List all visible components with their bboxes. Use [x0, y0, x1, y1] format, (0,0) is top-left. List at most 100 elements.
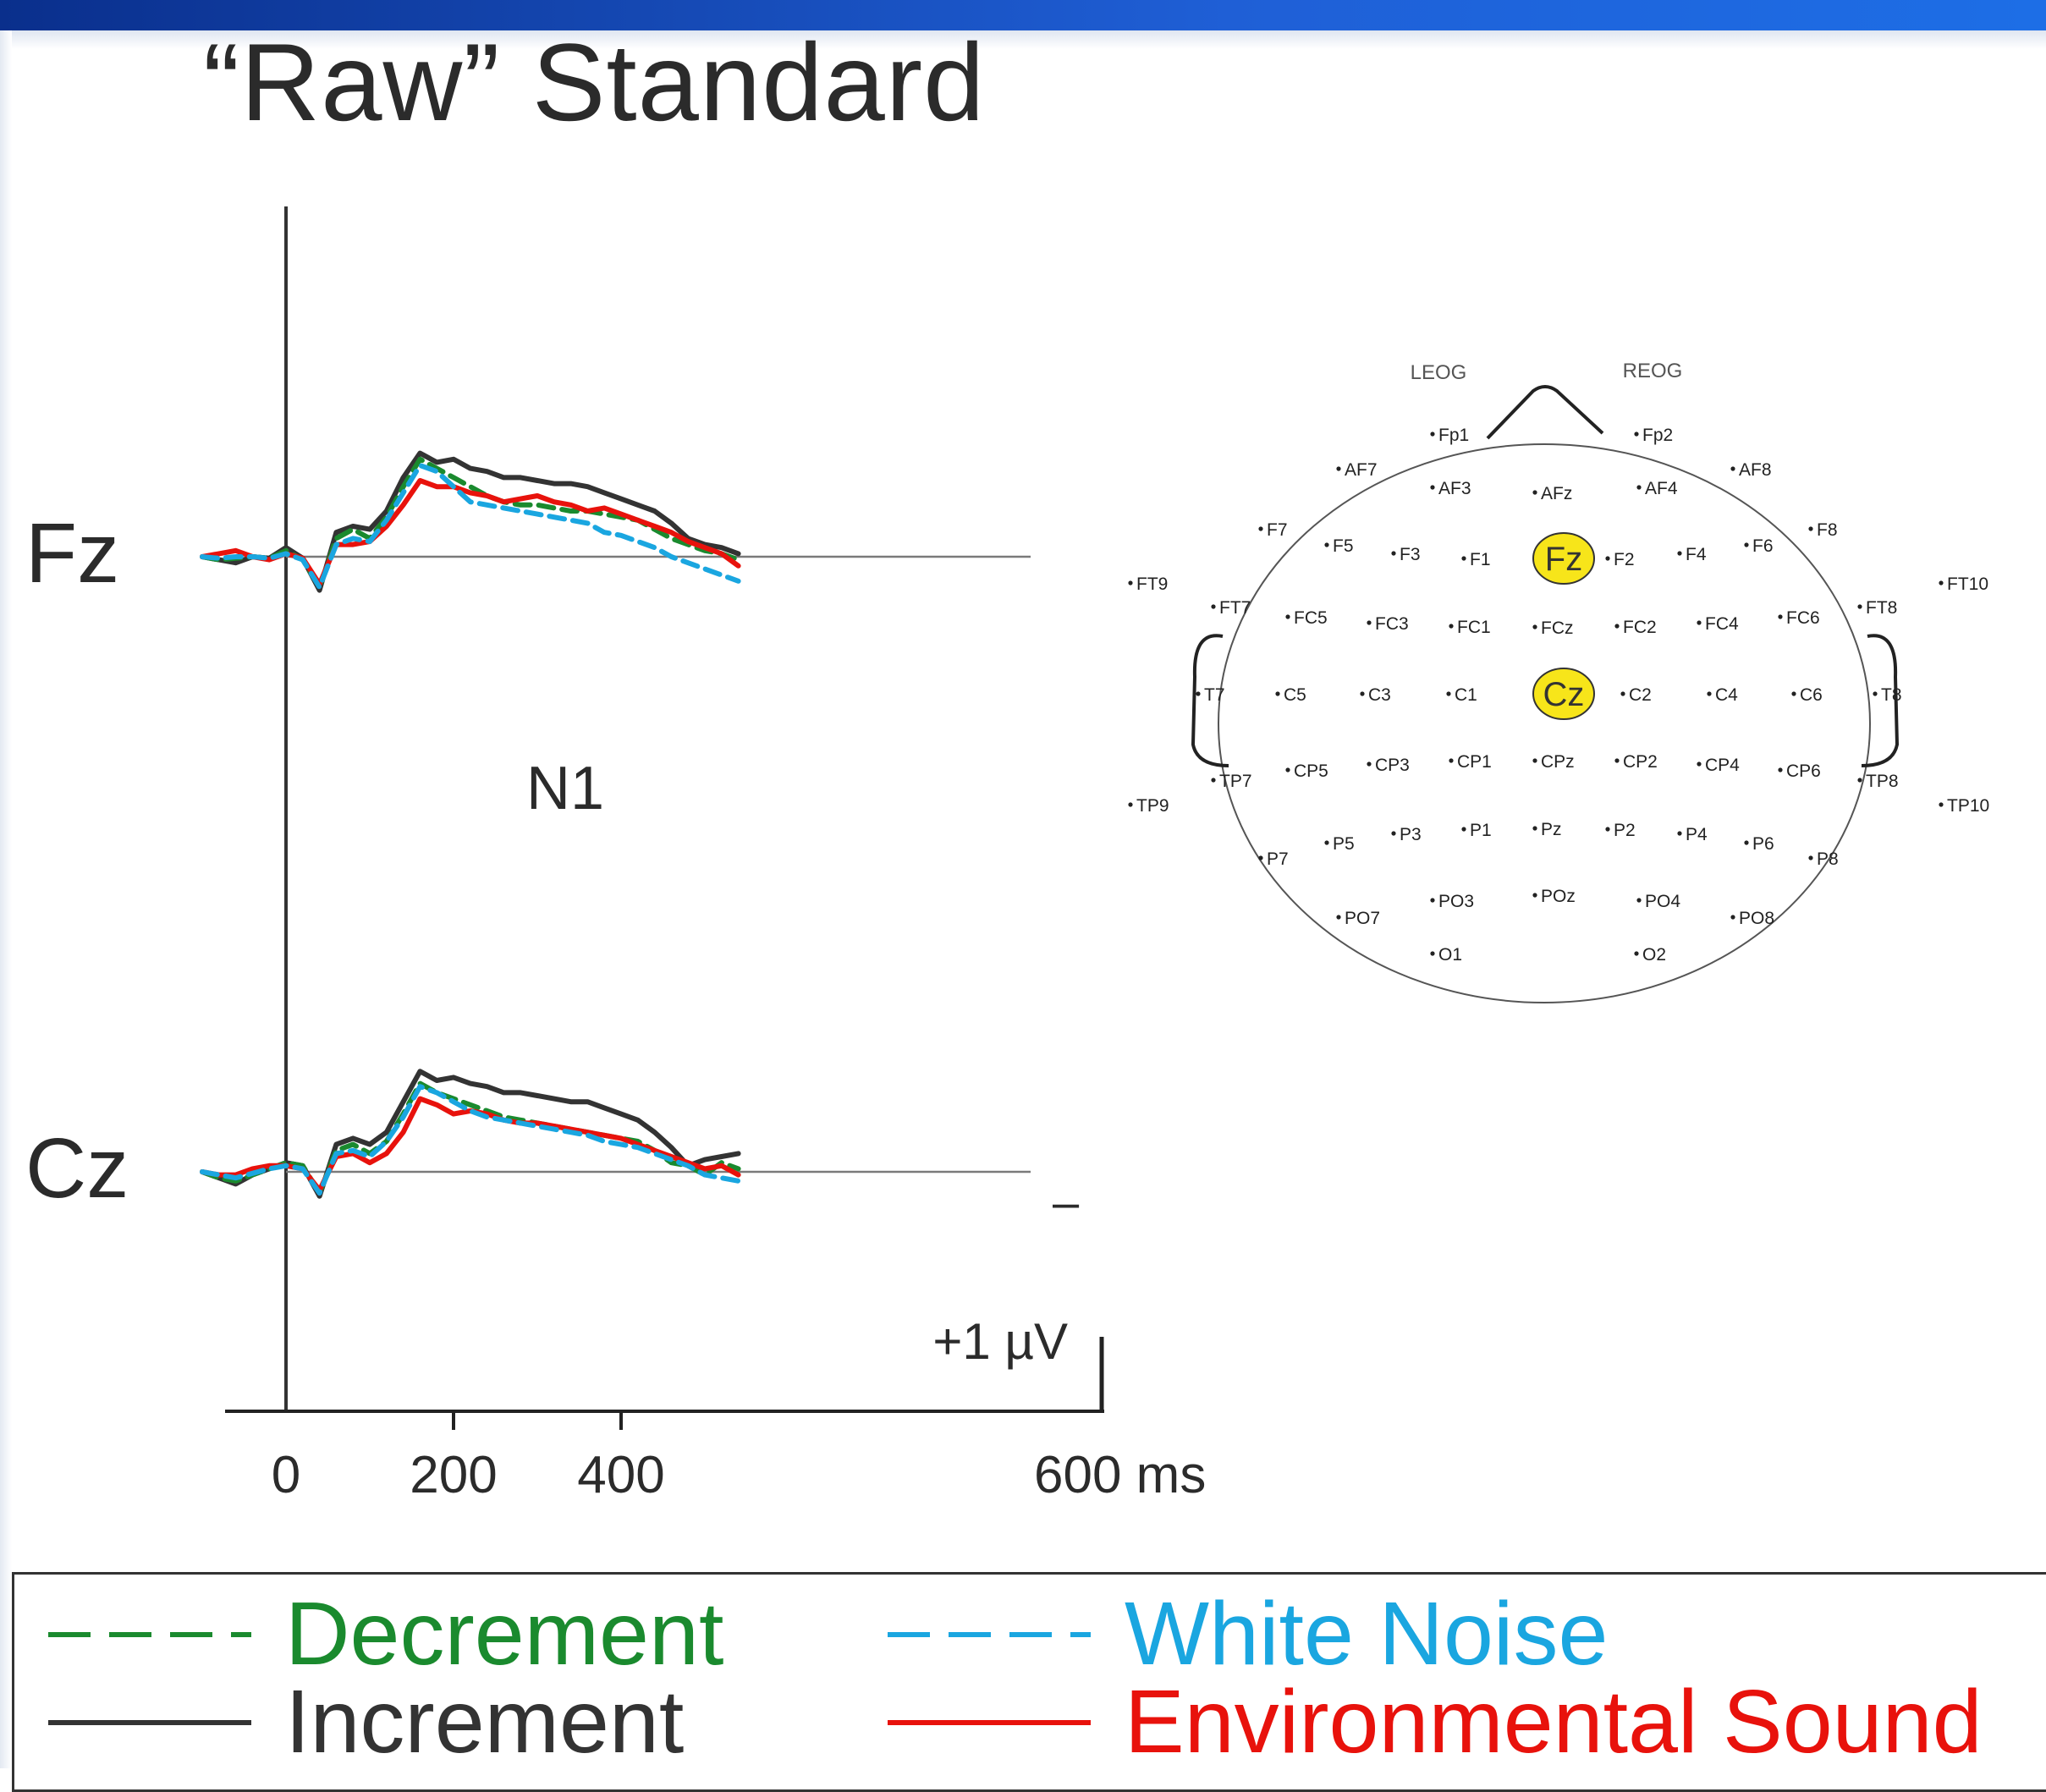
electrode-dot-fcz	[1532, 624, 1537, 629]
electrode-label-c5: C5	[1284, 685, 1306, 705]
electrode-label-p1: P1	[1470, 821, 1492, 840]
electrode-dot-c3	[1360, 691, 1365, 696]
electrode-dot-c1	[1446, 691, 1451, 696]
electrode-dot-af4	[1636, 485, 1642, 490]
electrode-label-po4: PO4	[1645, 892, 1680, 911]
electrode-dot-poz	[1532, 893, 1537, 898]
electrode-dot-p7	[1258, 855, 1263, 860]
electrode-label-p8: P8	[1817, 849, 1839, 869]
electrode-dot-f4	[1677, 551, 1682, 556]
electrode-label-p6: P6	[1752, 834, 1774, 854]
electrode-dot-cpz	[1532, 758, 1537, 763]
slide-title: “Raw” Standard	[203, 20, 986, 144]
electrode-dot-tp9	[1128, 802, 1133, 807]
scale-label: +1 µV	[932, 1313, 1068, 1370]
electrode-label-f8: F8	[1817, 520, 1838, 540]
electrode-label-f3: F3	[1400, 545, 1421, 564]
legend-label-environmental-sound: Environmental Sound	[1125, 1672, 1983, 1772]
electrode-dot-cp2	[1614, 758, 1620, 763]
electrode-label-fc2: FC2	[1623, 618, 1657, 637]
electrode-dot-p2	[1605, 827, 1610, 832]
electrode-dot-ft7	[1211, 604, 1216, 609]
electrode-label-t7: T7	[1204, 685, 1225, 705]
electrode-label-af7: AF7	[1345, 460, 1378, 480]
electrode-dot-p3	[1391, 831, 1396, 836]
electrode-dot-c5	[1275, 691, 1280, 696]
electrode-label-tp9: TP9	[1136, 796, 1169, 816]
legend-swatch-decrement	[48, 1631, 251, 1637]
electrode-label-fc5: FC5	[1294, 608, 1328, 628]
electrode-label-p4: P4	[1686, 825, 1708, 844]
electrode-label-fp2: Fp2	[1642, 426, 1673, 445]
electrode-label-po3: PO3	[1438, 892, 1474, 911]
highlighted-electrode-cz	[1532, 668, 1595, 720]
electrode-dot-o2	[1634, 951, 1639, 956]
electrode-dot-f7	[1258, 526, 1263, 531]
electrode-label-p3: P3	[1400, 825, 1422, 844]
electrode-label-o2: O2	[1642, 945, 1666, 965]
electrode-head-map: LEOG REOG Fp1 Fp2 AF7 AF3 AFz AF4 AF8 F7 F5 F3 F1 F2 F…	[1128, 360, 1989, 1003]
electrode-dot-fc6	[1778, 614, 1783, 619]
x-tick-label: 200	[410, 1446, 497, 1504]
series-fz-decrement	[200, 456, 741, 590]
electrode-label-f2: F2	[1614, 550, 1635, 569]
electrode-label-cp4: CP4	[1705, 756, 1740, 775]
series-cz-white-noise	[200, 1084, 741, 1196]
channel-label-fz: Fz	[25, 506, 119, 601]
legend-item-environmental-sound: Environmental Sound	[888, 1671, 1983, 1773]
erp-plot: 0 200 400 600 ms +1 µV – Fz Cz N1	[25, 206, 1206, 1504]
chart-stage: 0 200 400 600 ms +1 µV – Fz Cz N1 LEOG REOG Fp1 Fp2…	[25, 206, 1989, 1504]
electrode-label-cp2: CP2	[1623, 752, 1658, 772]
electrode-label-fc6: FC6	[1786, 608, 1820, 628]
electrode-dot-tp8	[1857, 778, 1862, 783]
electrode-dot-po3	[1430, 898, 1435, 903]
electrode-dot-ft10	[1939, 580, 1944, 585]
electrode-label-ft8: FT8	[1866, 598, 1897, 618]
electrode-dot-p8	[1808, 855, 1813, 860]
right-ear-shape	[1861, 634, 1900, 767]
electrode-dot-t7	[1196, 691, 1201, 696]
n1-label: N1	[526, 755, 604, 822]
electrode-label-cp3: CP3	[1375, 756, 1410, 775]
x-tick-label: 400	[577, 1446, 664, 1504]
electrode-dot-c6	[1791, 691, 1796, 696]
electrode-label-af8: AF8	[1739, 460, 1772, 480]
electrode-dot-afz	[1532, 490, 1537, 495]
electrode-dot-p5	[1324, 840, 1329, 845]
electrode-label-tp7: TP7	[1219, 772, 1252, 791]
electrode-dot-p6	[1744, 840, 1749, 845]
series-cz-increment	[200, 1069, 741, 1199]
electrode-label-p5: P5	[1333, 834, 1355, 854]
legend-item-white-noise: White Noise	[888, 1583, 1608, 1685]
electrode-dot-cp1	[1449, 758, 1454, 763]
legend-label-white-noise: White Noise	[1125, 1584, 1609, 1684]
electrode-label-fc3: FC3	[1375, 614, 1409, 634]
electrode-label-c4: C4	[1715, 685, 1738, 705]
electrode-dot-f5	[1324, 542, 1329, 547]
electrode-label-cpz: CPz	[1541, 752, 1575, 772]
electrode-label-afz: AFz	[1541, 484, 1572, 503]
electrode-dot-t8	[1873, 691, 1878, 696]
channel-label-cz: Cz	[25, 1121, 129, 1216]
electrode-dot-ft8	[1857, 604, 1862, 609]
electrode-dot-fp1	[1430, 432, 1435, 437]
title-bar-shadow	[0, 30, 2046, 49]
nose-shape	[1486, 385, 1604, 440]
electrode-label-f5: F5	[1333, 536, 1354, 556]
electrode-label-cp5: CP5	[1294, 761, 1328, 781]
legend-swatch-environmental-sound	[888, 1719, 1091, 1725]
series-fz-increment	[200, 450, 741, 593]
electrode-dot-af3	[1430, 485, 1435, 490]
legend-item-decrement: Decrement	[48, 1583, 723, 1685]
electrode-dot-f3	[1391, 551, 1396, 556]
electrode-dot-c4	[1707, 691, 1712, 696]
electrode-label-p7: P7	[1267, 849, 1289, 869]
eog-label-reog: REOG	[1623, 360, 1683, 382]
electrode-label-fc1: FC1	[1457, 618, 1491, 637]
electrode-dot-po4	[1636, 898, 1642, 903]
electrode-dot-tp10	[1939, 802, 1944, 807]
electrode-label-f7: F7	[1267, 520, 1288, 540]
electrode-label-t8: T8	[1881, 685, 1902, 705]
electrode-dot-af7	[1336, 466, 1341, 471]
legend-item-increment: Increment	[48, 1671, 684, 1773]
